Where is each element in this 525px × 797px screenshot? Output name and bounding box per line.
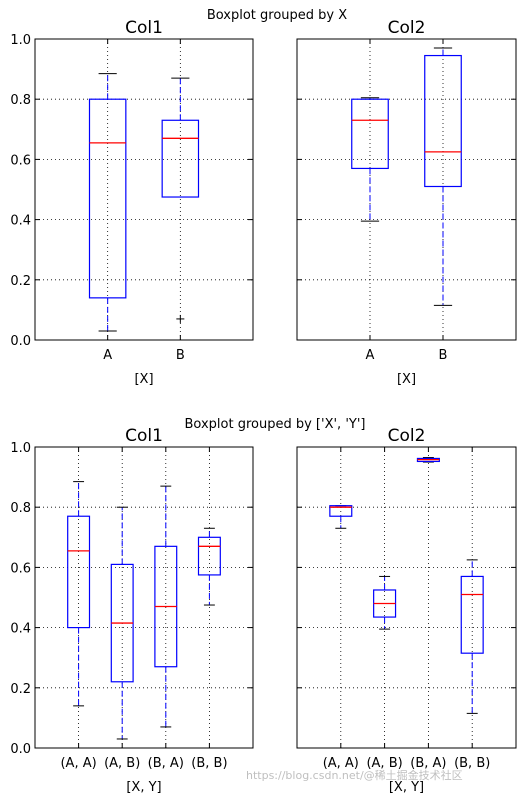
x-axis-label: [X] (397, 372, 416, 387)
box-iqr (88, 98, 127, 299)
axes-frame (34, 446, 254, 749)
y-tick-label: 1.0 (10, 441, 31, 456)
y-tick-label: 0.8 (10, 93, 31, 108)
watermark-text: https://blog.csdn.net/@稀土掘金技术社区 (246, 768, 463, 782)
y-tick-label: 0.2 (10, 274, 31, 289)
box-iqr (197, 536, 221, 576)
x-tick-label: A (103, 348, 112, 363)
y-tick-label: 0.6 (10, 561, 31, 576)
box-iqr (351, 98, 389, 170)
y-tick-label: 0.4 (10, 214, 31, 229)
x-axis-label: [X, Y] (389, 780, 424, 795)
y-tick-label: 0.8 (10, 501, 31, 516)
box-iqr (161, 119, 200, 198)
x-tick-label: (A, A) (323, 756, 359, 771)
y-tick-label: 0.4 (10, 622, 31, 637)
x-tick-label: (B, B) (454, 756, 490, 771)
panel-title: Col1 (125, 18, 163, 38)
x-tick-label: B (176, 348, 185, 363)
x-axis-label: [X] (134, 372, 153, 387)
panel-title: Col1 (125, 426, 163, 446)
y-tick-label: 0.6 (10, 153, 31, 168)
x-tick-label: (A, B) (366, 756, 402, 771)
x-tick-label: (B, A) (148, 756, 184, 771)
box-iqr (67, 515, 91, 629)
axes-frame (296, 38, 517, 341)
y-tick-label: 1.0 (10, 33, 31, 48)
x-axis-label: [X, Y] (126, 780, 161, 795)
y-tick-label: 0.0 (10, 334, 31, 349)
x-tick-label: B (439, 348, 448, 363)
y-tick-label: 0.2 (10, 682, 31, 697)
axes-frame (296, 446, 517, 749)
x-tick-label: (B, A) (410, 756, 446, 771)
box-iqr (329, 505, 353, 517)
y-tick-label: 0.0 (10, 742, 31, 757)
panel-title: Col2 (388, 426, 426, 446)
x-tick-label: A (366, 348, 375, 363)
axes-frame (34, 38, 254, 341)
figure-suptitle: Boxplot grouped by X (207, 8, 347, 23)
x-tick-label: (A, A) (60, 756, 96, 771)
box-iqr (424, 54, 462, 188)
x-tick-label: (B, B) (191, 756, 227, 771)
x-tick-label: (A, B) (104, 756, 140, 771)
box-iqr (460, 575, 484, 654)
figure-suptitle: Boxplot grouped by ['X', 'Y'] (185, 417, 366, 432)
panel-title: Col2 (388, 18, 426, 38)
